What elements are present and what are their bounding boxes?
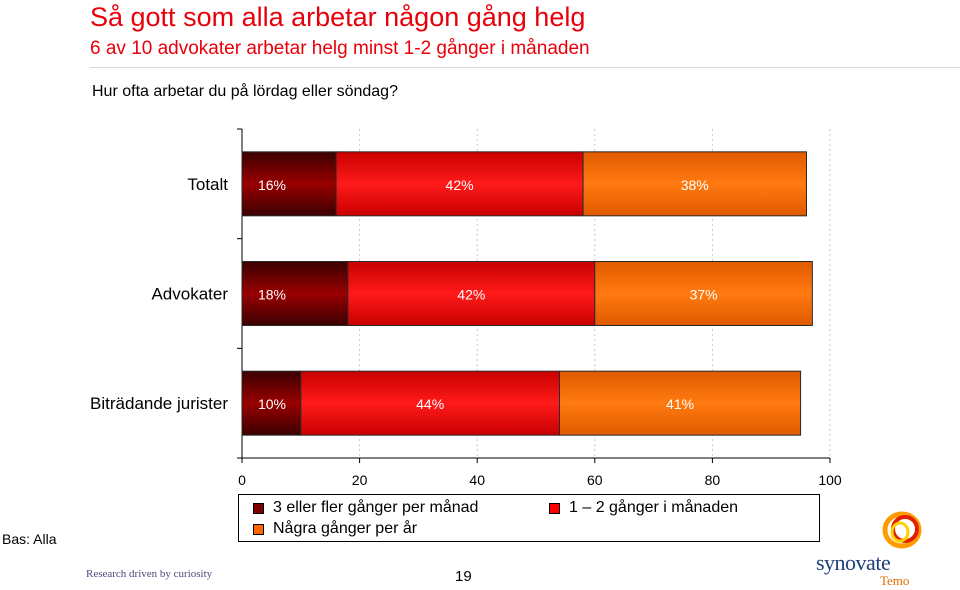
slogan: Research driven by curiosity xyxy=(86,568,213,580)
x-tick-label: 40 xyxy=(469,472,485,488)
logo-subtext: Temo xyxy=(880,573,910,588)
data-label: 38% xyxy=(681,177,709,193)
logo-ring-icon xyxy=(882,511,922,549)
x-tick-label: 60 xyxy=(587,472,603,488)
legend-label: 1 – 2 gånger i månaden xyxy=(569,499,739,516)
page-number: 19 xyxy=(455,568,472,585)
x-tick-label: 0 xyxy=(238,472,246,488)
data-label: 42% xyxy=(457,287,485,303)
survey-question: Hur ofta arbetar du på lördag eller sönd… xyxy=(92,83,398,100)
data-label: 16% xyxy=(258,177,286,193)
legend-swatch xyxy=(549,502,560,514)
data-label: 42% xyxy=(446,177,474,193)
chart-legend: 3 eller fler gånger per månad 1 – 2 gång… xyxy=(238,494,820,542)
bar-segment xyxy=(241,370,302,436)
page-subtitle: 6 av 10 advokater arbetar helg minst 1-2… xyxy=(90,38,590,59)
page-title: Så gott som alla arbetar någon gång helg xyxy=(90,2,586,32)
x-tick-label: 20 xyxy=(352,472,368,488)
legend-label: 3 eller fler gånger per månad xyxy=(273,499,479,516)
bar-segment xyxy=(559,370,802,436)
legend-item: Några gånger per år xyxy=(253,520,417,538)
x-tick-label: 80 xyxy=(705,472,721,488)
data-label: 18% xyxy=(258,287,286,303)
x-tick-label: 100 xyxy=(818,472,842,488)
legend-label: Några gånger per år xyxy=(273,520,418,537)
synovate-logo: synovate Temo xyxy=(810,508,950,590)
data-label: 44% xyxy=(416,396,444,412)
base-note: Bas: Alla xyxy=(2,531,57,547)
category-label: Totalt xyxy=(187,175,228,194)
category-label: Advokater xyxy=(151,285,228,304)
bar-segment xyxy=(241,151,337,217)
bar-segment xyxy=(241,261,349,326)
data-label: 37% xyxy=(690,287,718,303)
legend-swatch xyxy=(253,502,264,514)
bar-segment xyxy=(594,261,813,326)
legend-swatch xyxy=(253,523,264,535)
logo-text: synovate xyxy=(816,550,891,575)
legend-item: 1 – 2 gånger i månaden xyxy=(549,499,738,517)
category-label: Biträdande jurister xyxy=(90,394,228,413)
bar-segment xyxy=(300,370,561,436)
header-divider xyxy=(90,67,960,68)
legend-item: 3 eller fler gånger per månad xyxy=(253,499,478,517)
bar-segment xyxy=(582,151,807,217)
bar-segment xyxy=(335,151,584,217)
data-label: 10% xyxy=(258,396,286,412)
bar-segment xyxy=(347,261,596,326)
data-label: 41% xyxy=(666,396,694,412)
